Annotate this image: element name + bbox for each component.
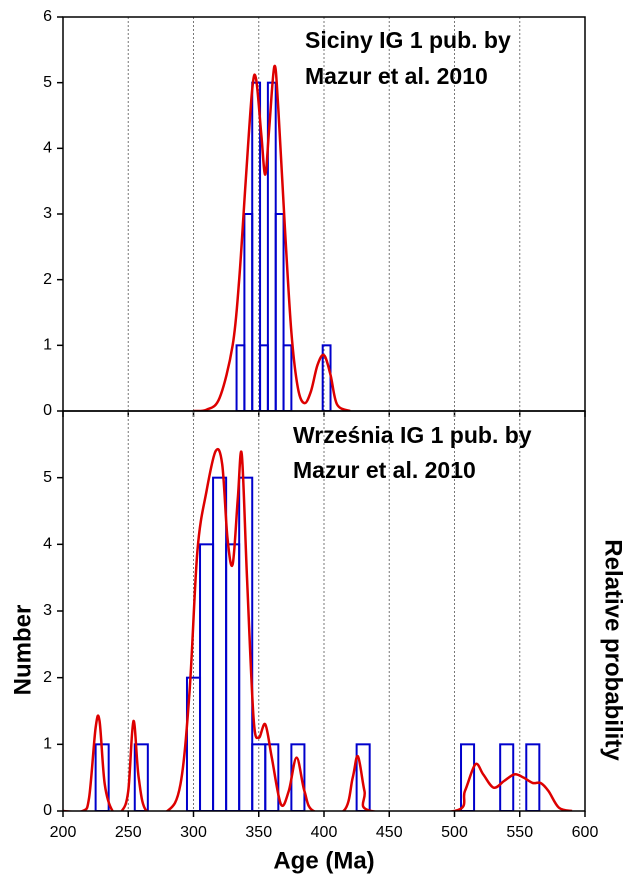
x-tick-label: 500 bbox=[441, 824, 468, 841]
histogram-bar bbox=[243, 213, 254, 411]
histogram-bar bbox=[199, 543, 215, 811]
panel-title: Siciny IG 1 pub. by bbox=[305, 27, 511, 53]
x-tick-label: 450 bbox=[376, 824, 403, 841]
y-tick-label: 5 bbox=[43, 469, 52, 486]
plot-frame bbox=[62, 410, 586, 812]
y-axis-label: Number bbox=[9, 605, 36, 696]
y-tick-label: 0 bbox=[43, 402, 52, 419]
y-tick-label: 1 bbox=[43, 736, 52, 753]
x-axis-label: Age (Ma) bbox=[273, 847, 374, 874]
x-tick-label: 250 bbox=[115, 824, 142, 841]
panel-title: Mazur et al. 2010 bbox=[305, 63, 488, 89]
y-tick-label: 2 bbox=[43, 669, 52, 686]
panel-title: Września IG 1 pub. by bbox=[293, 422, 532, 448]
y-tick-label: 1 bbox=[43, 337, 52, 354]
x-tick-label: 300 bbox=[180, 824, 207, 841]
y-tick-label: 4 bbox=[43, 140, 52, 157]
histogram-bar bbox=[282, 344, 293, 411]
y-tick-label: 3 bbox=[43, 205, 52, 222]
x-tick-label: 550 bbox=[506, 824, 533, 841]
histogram-bar bbox=[225, 543, 241, 811]
y-tick-label: 3 bbox=[43, 602, 52, 619]
plot-area bbox=[193, 64, 351, 411]
histogram-bar bbox=[274, 213, 285, 411]
histogram-bar bbox=[238, 476, 254, 811]
x-tick-label: 600 bbox=[572, 824, 599, 841]
x-tick-label: 200 bbox=[50, 824, 77, 841]
histogram-bar bbox=[259, 344, 269, 411]
plot-area bbox=[63, 447, 573, 811]
probability-curve bbox=[193, 64, 351, 411]
x-tick-label: 350 bbox=[245, 824, 272, 841]
y-tick-label: 4 bbox=[43, 536, 52, 553]
y-tick-label: 5 bbox=[43, 74, 52, 91]
probability-curve bbox=[63, 447, 573, 811]
y-tick-label: 0 bbox=[43, 802, 52, 819]
histogram-bar bbox=[212, 476, 228, 811]
histogram-bar bbox=[235, 344, 246, 411]
y-tick-label: 2 bbox=[43, 271, 52, 288]
panel-title: Mazur et al. 2010 bbox=[293, 457, 476, 483]
histogram-bar bbox=[525, 743, 541, 811]
y2-axis-label: Relative probability bbox=[600, 539, 627, 761]
x-tick-label: 400 bbox=[311, 824, 338, 841]
y-tick-label: 6 bbox=[43, 8, 52, 25]
histogram-bar bbox=[460, 743, 476, 811]
